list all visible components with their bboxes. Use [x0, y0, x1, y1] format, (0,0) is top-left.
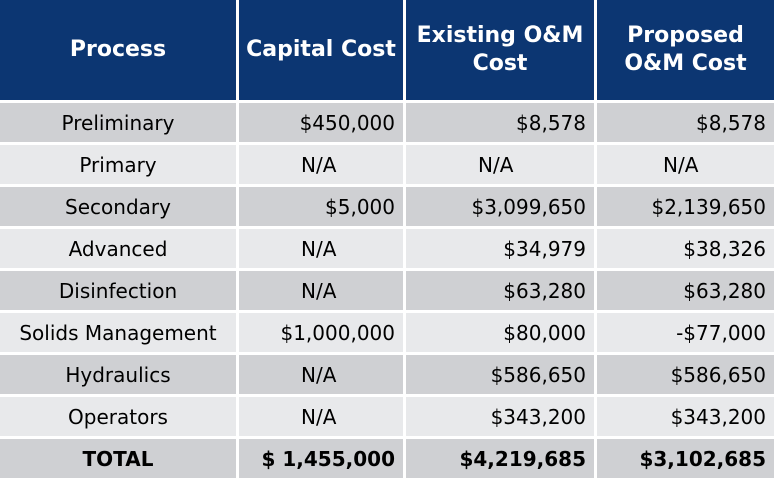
capital-cell: $1,000,000 — [239, 313, 403, 352]
table-row: Solids Management $1,000,000 $80,000 -$7… — [0, 313, 774, 352]
total-proposed: $3,102,685 — [597, 439, 774, 478]
process-cell: Hydraulics — [0, 355, 236, 394]
proposed-cell: $343,200 — [597, 397, 774, 436]
existing-cell: $63,280 — [406, 271, 594, 310]
capital-cell: $450,000 — [239, 103, 403, 142]
header-capital-cost: Capital Cost — [239, 0, 403, 100]
process-cell: Preliminary — [0, 103, 236, 142]
existing-cell: $3,099,650 — [406, 187, 594, 226]
table-row: Advanced N/A $34,979 $38,326 — [0, 229, 774, 268]
total-existing: $4,219,685 — [406, 439, 594, 478]
process-cell: Advanced — [0, 229, 236, 268]
process-cell: Secondary — [0, 187, 236, 226]
proposed-cell: $63,280 — [597, 271, 774, 310]
table-row: Hydraulics N/A $586,650 $586,650 — [0, 355, 774, 394]
process-cell: Primary — [0, 145, 236, 184]
process-cell: Operators — [0, 397, 236, 436]
process-cell: Solids Management — [0, 313, 236, 352]
capital-cell: N/A — [239, 397, 403, 436]
proposed-cell: $8,578 — [597, 103, 774, 142]
capital-cell: N/A — [239, 229, 403, 268]
table-row: Operators N/A $343,200 $343,200 — [0, 397, 774, 436]
total-capital: $ 1,455,000 — [239, 439, 403, 478]
existing-cell: $34,979 — [406, 229, 594, 268]
table-row: Secondary $5,000 $3,099,650 $2,139,650 — [0, 187, 774, 226]
table-row: Preliminary $450,000 $8,578 $8,578 — [0, 103, 774, 142]
capital-cell: N/A — [239, 355, 403, 394]
proposed-cell: $2,139,650 — [597, 187, 774, 226]
capital-cell: $5,000 — [239, 187, 403, 226]
proposed-cell: $38,326 — [597, 229, 774, 268]
header-existing-om-cost: Existing O&M Cost — [406, 0, 594, 100]
existing-cell: $343,200 — [406, 397, 594, 436]
total-label: TOTAL — [0, 439, 236, 478]
process-cell: Disinfection — [0, 271, 236, 310]
proposed-cell: -$77,000 — [597, 313, 774, 352]
header-row: Process Capital Cost Existing O&M Cost P… — [0, 0, 774, 100]
existing-cell: $8,578 — [406, 103, 594, 142]
total-row: TOTAL $ 1,455,000 $4,219,685 $3,102,685 — [0, 439, 774, 478]
capital-cell: N/A — [239, 271, 403, 310]
existing-cell: $80,000 — [406, 313, 594, 352]
proposed-cell: $586,650 — [597, 355, 774, 394]
existing-cell: N/A — [406, 145, 594, 184]
table-row: Disinfection N/A $63,280 $63,280 — [0, 271, 774, 310]
header-proposed-om-cost: Proposed O&M Cost — [597, 0, 774, 100]
proposed-cell: N/A — [597, 145, 774, 184]
existing-cell: $586,650 — [406, 355, 594, 394]
capital-cell: N/A — [239, 145, 403, 184]
table-row: Primary N/A N/A N/A — [0, 145, 774, 184]
header-process: Process — [0, 0, 236, 100]
